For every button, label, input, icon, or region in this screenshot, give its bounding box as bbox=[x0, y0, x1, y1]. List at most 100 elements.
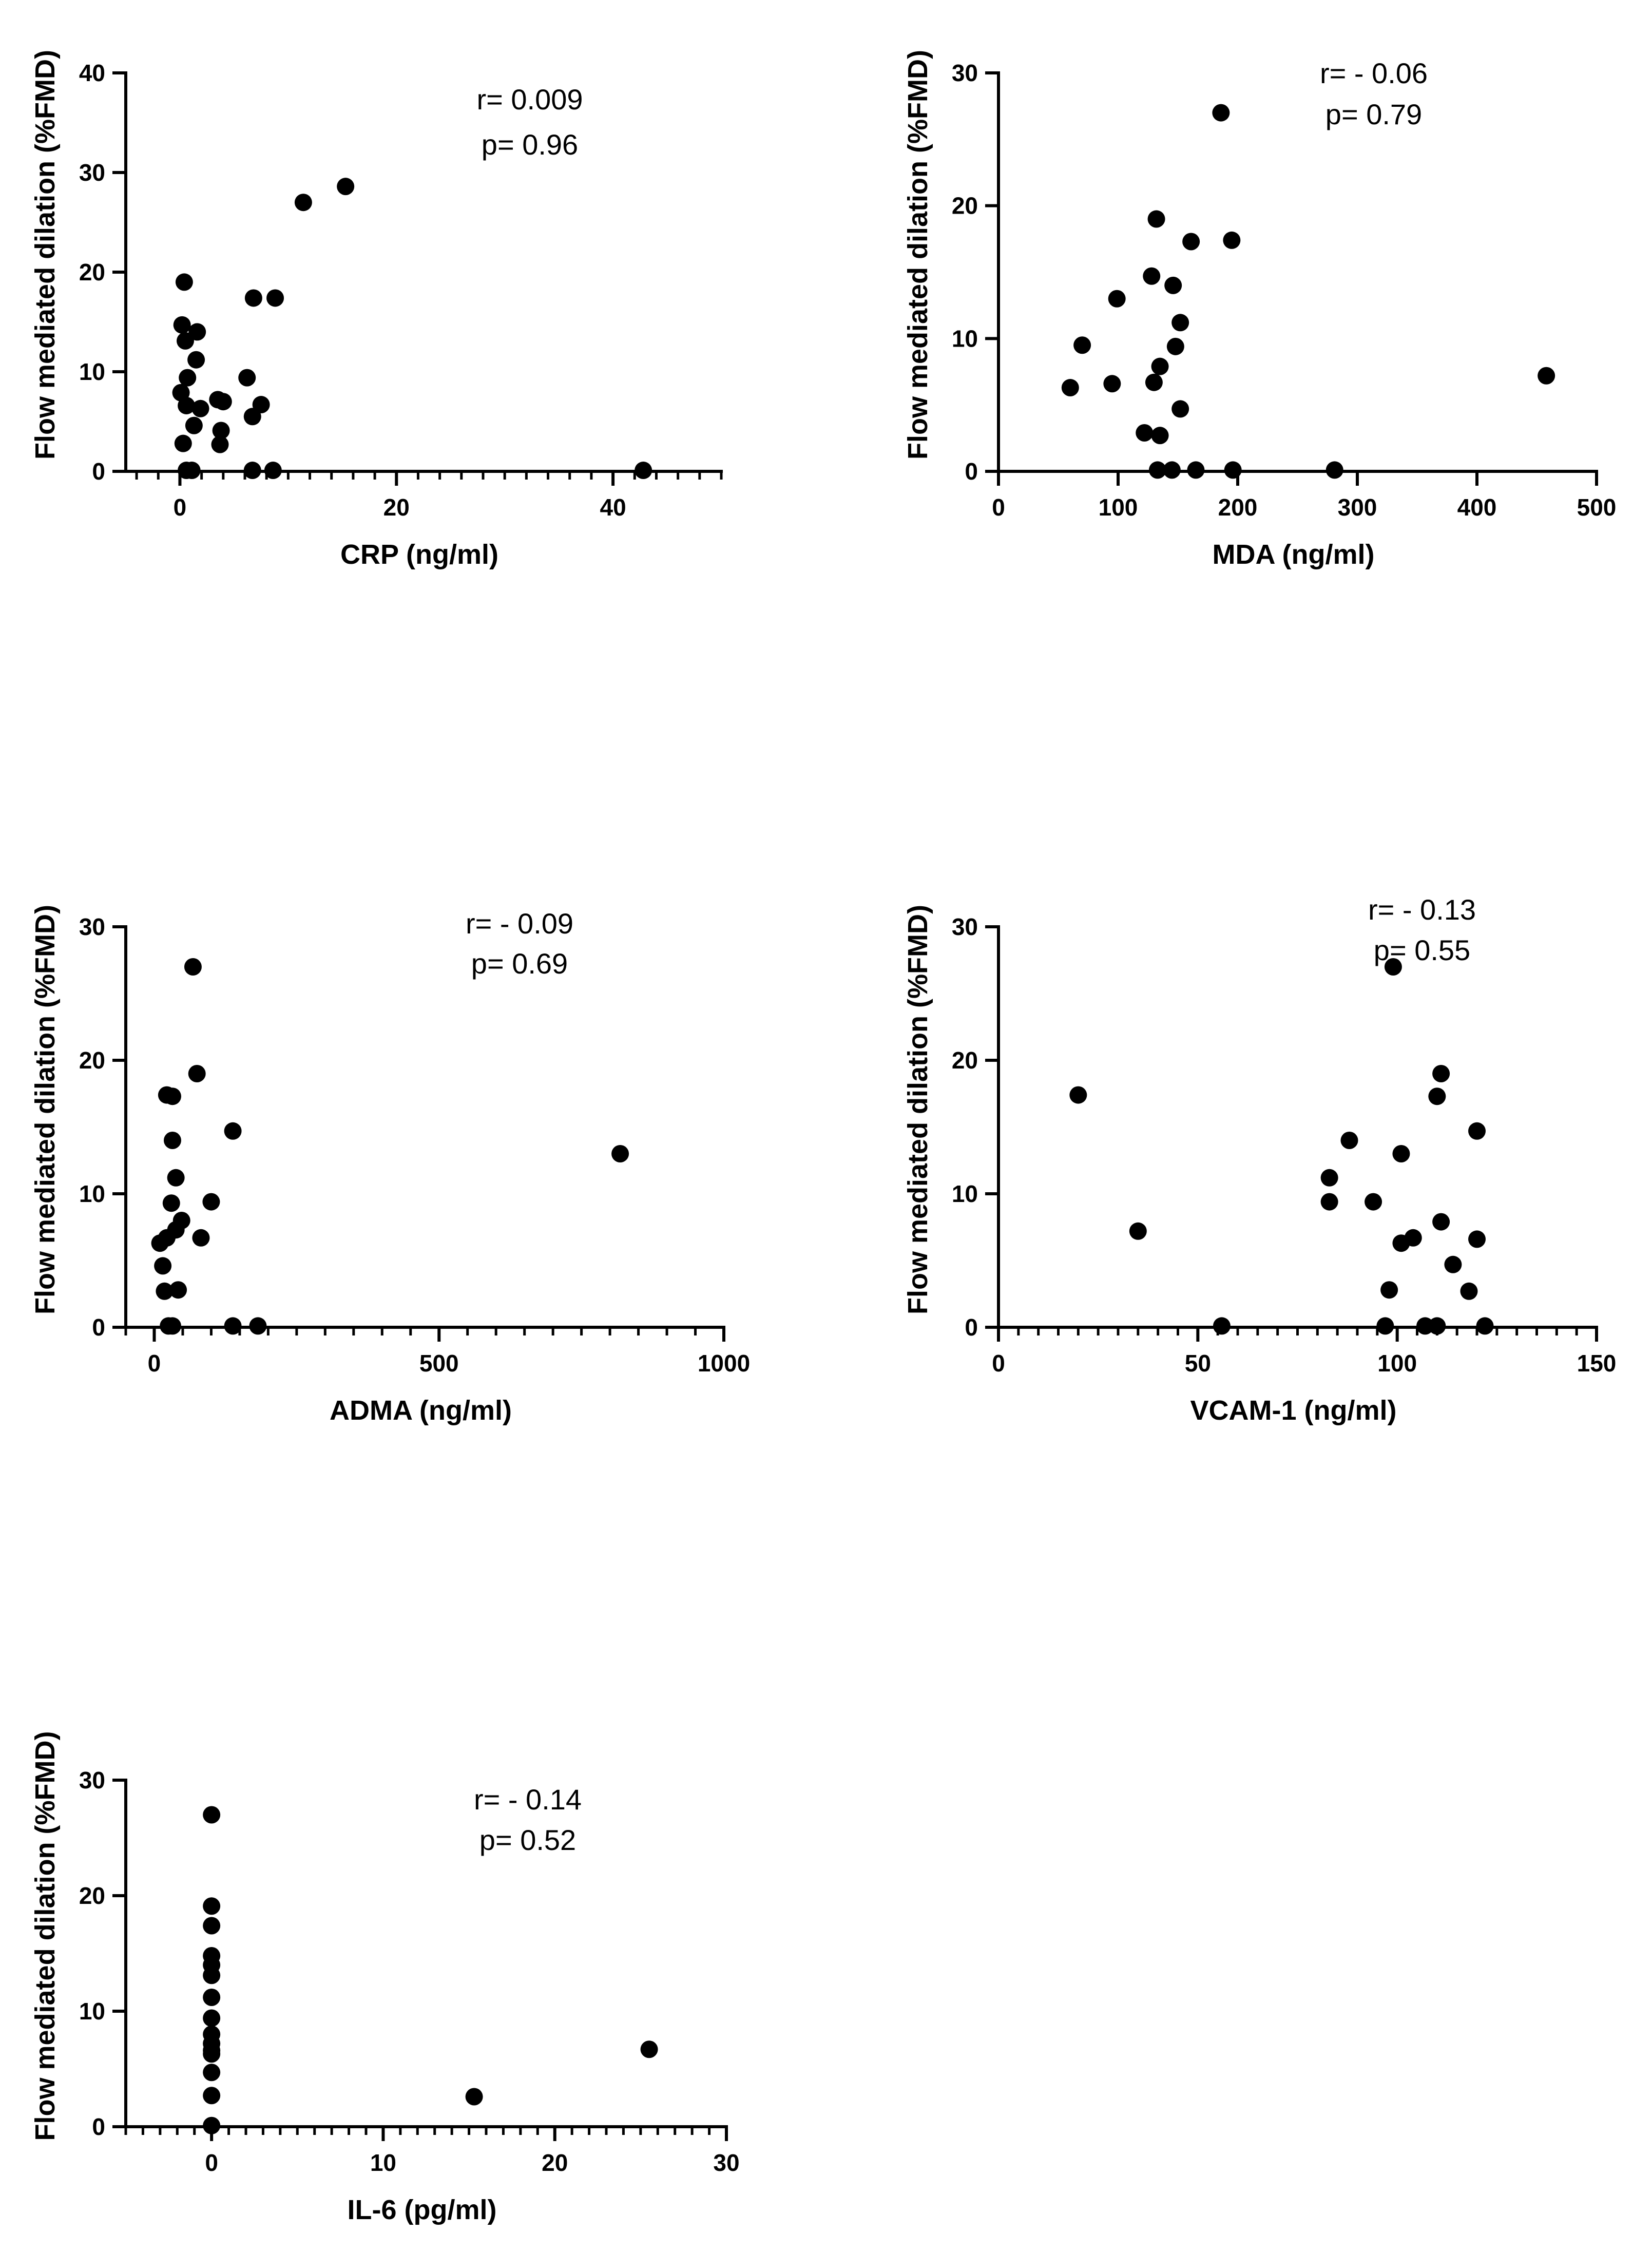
data-point bbox=[1224, 461, 1242, 479]
data-point bbox=[167, 1169, 185, 1187]
data-point bbox=[1164, 276, 1182, 294]
data-point bbox=[1432, 1213, 1450, 1231]
data-point bbox=[163, 1317, 181, 1335]
y-axis-title: Flow mediated dilation (%FMD) bbox=[902, 905, 933, 1314]
x-tick-label: 50 bbox=[1185, 1350, 1211, 1377]
y-axis-title: Flow mediated dilation (%FMD) bbox=[902, 50, 933, 460]
data-point bbox=[154, 1257, 172, 1275]
data-point bbox=[1392, 1145, 1410, 1162]
data-point bbox=[640, 2040, 658, 2058]
correlation-r-label: r= - 0.13 bbox=[1368, 893, 1476, 926]
x-tick-label: 1000 bbox=[698, 1350, 750, 1377]
data-point bbox=[203, 2087, 221, 2105]
data-point bbox=[1166, 337, 1184, 355]
x-tick-label: 40 bbox=[600, 494, 626, 521]
data-point bbox=[169, 1281, 187, 1299]
y-tick-label: 20 bbox=[79, 1882, 105, 1909]
data-point bbox=[183, 462, 201, 480]
data-point bbox=[211, 435, 229, 453]
y-tick-label: 10 bbox=[952, 325, 978, 352]
data-point bbox=[1320, 1169, 1338, 1187]
correlation-r-label: r= 0.009 bbox=[476, 83, 583, 116]
data-point bbox=[163, 1087, 181, 1105]
data-point bbox=[1073, 336, 1091, 354]
data-point bbox=[174, 434, 192, 452]
data-point bbox=[185, 416, 203, 434]
correlation-p-label: p= 0.52 bbox=[479, 1824, 576, 1856]
data-point bbox=[179, 369, 197, 387]
data-point bbox=[203, 1806, 221, 1824]
data-point bbox=[1340, 1132, 1358, 1149]
x-tick-label: 400 bbox=[1457, 494, 1497, 521]
data-point bbox=[203, 1989, 221, 2006]
data-point bbox=[238, 369, 256, 387]
data-point bbox=[203, 1967, 221, 1984]
data-point bbox=[177, 332, 194, 350]
y-tick-label: 40 bbox=[79, 60, 105, 86]
data-point bbox=[202, 1193, 220, 1211]
y-tick-label: 30 bbox=[79, 913, 105, 940]
y-tick-label: 0 bbox=[92, 2113, 105, 2140]
x-tick-label: 0 bbox=[174, 494, 187, 521]
data-point bbox=[1182, 233, 1200, 251]
correlation-p-label: p= 0.69 bbox=[471, 947, 568, 980]
data-point bbox=[212, 422, 230, 440]
data-point bbox=[187, 351, 205, 369]
data-point bbox=[173, 316, 191, 334]
x-axis-title: MDA (ng/ml) bbox=[1213, 539, 1375, 570]
data-point bbox=[1365, 1193, 1382, 1211]
y-tick-label: 0 bbox=[92, 1314, 105, 1341]
data-point bbox=[184, 958, 202, 976]
y-tick-label: 20 bbox=[79, 259, 105, 285]
data-point bbox=[163, 1132, 181, 1149]
y-tick-label: 10 bbox=[79, 1998, 105, 2025]
data-point bbox=[1538, 367, 1555, 385]
x-axis-title: CRP (ng/ml) bbox=[340, 539, 498, 570]
data-point bbox=[1416, 1317, 1434, 1335]
data-point bbox=[1163, 461, 1181, 479]
scatter-panel-3: 0 10 20 30 0 500 1000 ADMA (ng/ml) Flow mediated… bbox=[30, 905, 750, 1426]
x-tick-label: 150 bbox=[1577, 1350, 1617, 1377]
data-point bbox=[294, 194, 312, 212]
y-tick-label: 0 bbox=[92, 458, 105, 485]
data-point bbox=[1069, 1086, 1087, 1104]
data-point bbox=[1392, 1234, 1410, 1252]
x-tick-label: 100 bbox=[1099, 494, 1138, 521]
data-point bbox=[1171, 400, 1189, 418]
data-point bbox=[203, 2009, 221, 2027]
data-point bbox=[1145, 373, 1163, 391]
x-tick-label: 0 bbox=[148, 1350, 161, 1377]
x-tick-label: 20 bbox=[383, 494, 410, 521]
data-point bbox=[465, 2088, 483, 2106]
data-point bbox=[151, 1234, 169, 1252]
y-tick-label: 20 bbox=[952, 193, 978, 219]
x-tick-label: 10 bbox=[370, 2149, 396, 2176]
data-point bbox=[214, 393, 232, 411]
data-point bbox=[1468, 1230, 1486, 1248]
x-tick-label: 30 bbox=[713, 2149, 739, 2176]
data-point bbox=[243, 408, 261, 426]
y-tick-label: 20 bbox=[79, 1047, 105, 1074]
y-axis-title: Flow mediated dilation (%FMD) bbox=[30, 905, 61, 1314]
y-tick-label: 0 bbox=[965, 458, 978, 485]
data-point bbox=[1326, 461, 1343, 479]
data-point bbox=[1460, 1282, 1478, 1300]
scatter-panel-1: 0 10 20 30 40 0 20 40 CRP (ng/ml) Flow mediated d… bbox=[30, 50, 723, 570]
x-axis-title: VCAM-1 (ng/ml) bbox=[1190, 1395, 1397, 1426]
data-point bbox=[178, 396, 196, 414]
x-axis-title: ADMA (ng/ml) bbox=[330, 1395, 512, 1426]
y-tick-label: 30 bbox=[952, 60, 978, 86]
data-point bbox=[203, 1917, 221, 1935]
data-point bbox=[1432, 1065, 1450, 1082]
data-point bbox=[203, 2045, 221, 2063]
data-point bbox=[1444, 1255, 1462, 1273]
data-point bbox=[1468, 1122, 1486, 1140]
x-tick-label: 500 bbox=[419, 1350, 459, 1377]
data-point bbox=[1147, 210, 1165, 228]
data-point bbox=[1223, 231, 1241, 249]
data-point bbox=[635, 462, 652, 480]
data-point bbox=[156, 1282, 174, 1300]
y-tick-label: 20 bbox=[952, 1047, 978, 1074]
data-point bbox=[1061, 379, 1079, 397]
